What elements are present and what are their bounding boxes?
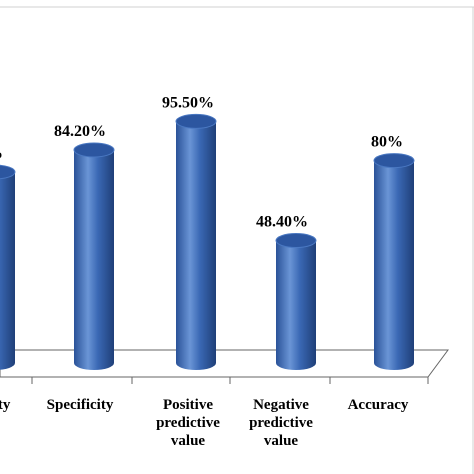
value-label: 95.50% [162,94,214,111]
bar-body [0,171,15,370]
bar-top [373,153,415,169]
bar [175,113,217,370]
bar [73,142,115,370]
value-labels-layer: % 84.20% 95.50% 48.40% 80% [0,94,403,230]
bar [373,153,415,370]
bar [275,233,317,370]
bar-top [73,142,115,158]
bar-body [276,240,316,370]
value-label: 84.20% [54,123,106,140]
category-label: Accuracy [348,397,409,413]
bar-top [275,233,317,249]
bars-layer [0,113,415,370]
value-label: 48.40% [256,214,308,231]
bar-top [175,113,217,129]
value-label: 80% [371,134,403,151]
category-label: Positive predictive value [156,397,220,449]
category-label: ity [0,397,11,413]
bar-body [176,121,216,370]
bar [0,164,16,370]
value-label: % [0,145,3,162]
category-label: Specificity [47,397,114,413]
x-ticks-layer [31,377,429,384]
bar-body [374,160,414,370]
category-label: Negative predictive value [249,397,313,449]
bar-body [74,149,114,370]
bar-top [0,164,16,180]
